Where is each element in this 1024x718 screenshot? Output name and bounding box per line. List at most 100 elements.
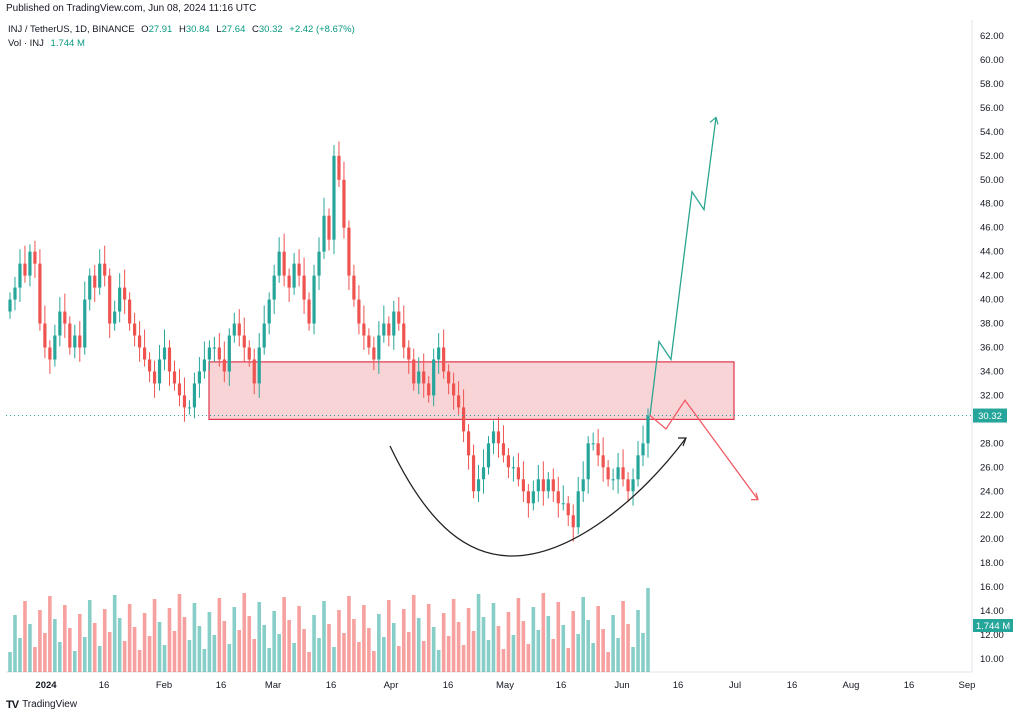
volume-bar: [411, 595, 416, 672]
price-tick-label: 12.00: [980, 630, 1004, 641]
candle: [536, 479, 540, 492]
volume-bar: [33, 647, 37, 672]
candle: [531, 491, 535, 504]
volume-bar: [486, 640, 491, 672]
volume-bar: [77, 614, 82, 672]
volume-bar: [536, 630, 541, 672]
candle: [387, 323, 391, 336]
candle: [327, 215, 331, 240]
candle: [646, 415, 650, 444]
high-value: 30.84: [185, 24, 210, 35]
volume-bar: [92, 623, 97, 672]
candle: [501, 443, 506, 456]
volume-value: 1.744 M: [50, 38, 85, 49]
volume-bar: [122, 641, 127, 672]
candle: [272, 275, 276, 300]
candle: [526, 491, 530, 504]
high-label: H: [178, 24, 186, 35]
volume-bar: [267, 648, 271, 672]
volume-bar: [511, 635, 516, 672]
candle: [452, 383, 456, 396]
time-tick-label: Jun: [614, 680, 629, 691]
candle: [38, 263, 42, 324]
candle: [162, 347, 167, 360]
price-tick-label: 10.00: [980, 654, 1004, 665]
volume-bar: [167, 608, 172, 672]
volume-bar: [277, 634, 281, 672]
volume-bar: [601, 629, 605, 672]
volume-legend: Vol · INJ 1.744 M: [8, 38, 85, 49]
candle: [312, 275, 316, 324]
time-tick-label: 16: [99, 680, 110, 691]
volume-bar: [431, 627, 436, 672]
candle: [546, 479, 550, 492]
bullish-projection: [649, 117, 717, 416]
volume-bar: [117, 618, 122, 672]
symbol-label[interactable]: INJ / TetherUS, 1D, BINANCE: [8, 24, 135, 35]
volume-bar: [312, 615, 316, 672]
volume-bar: [591, 643, 595, 672]
candle: [98, 263, 102, 288]
candle: [466, 431, 471, 456]
time-tick-label: Feb: [156, 680, 172, 691]
volume-bar: [302, 629, 306, 672]
candle: [382, 323, 386, 336]
volume-bar: [237, 630, 242, 672]
close-value: 30.32: [258, 24, 283, 35]
tradingview-logo-icon[interactable]: TV: [6, 699, 19, 711]
brand-name[interactable]: TradingView: [22, 699, 78, 710]
candle: [352, 275, 356, 300]
candle: [471, 455, 476, 492]
candle: [13, 287, 17, 300]
volume-bar: [641, 633, 645, 672]
volume-tag-label: 1.744 M: [976, 621, 1010, 632]
price-tick-label: 40.00: [980, 295, 1004, 306]
price-tick-label: 60.00: [980, 55, 1004, 66]
bearish-arrowhead: [751, 492, 759, 501]
volume-bar: [646, 588, 650, 672]
candle: [63, 311, 67, 324]
volume-bar: [421, 641, 426, 672]
volume-bar: [496, 626, 501, 672]
volume-bar: [18, 638, 22, 672]
volume-bar: [132, 627, 137, 672]
price-tick-label: 46.00: [980, 223, 1004, 234]
volume-bar: [322, 601, 326, 672]
volume-bar: [13, 615, 17, 672]
candle: [217, 347, 221, 360]
change-value: +2.42 (+8.67%): [289, 24, 355, 35]
candle: [187, 407, 192, 409]
candle: [113, 311, 117, 324]
candle: [167, 347, 172, 372]
candle: [481, 467, 486, 480]
last-price-label: 30.32: [978, 411, 1002, 422]
volume-bar: [491, 603, 496, 672]
candle: [287, 275, 291, 288]
volume-bar: [506, 612, 511, 672]
volume-label[interactable]: Vol · INJ: [8, 38, 44, 49]
candle: [511, 467, 516, 469]
candle: [417, 371, 421, 384]
volume-bar: [72, 651, 77, 672]
volume-bar: [28, 624, 32, 672]
candle: [237, 323, 241, 336]
candle: [93, 275, 97, 288]
candle: [447, 371, 451, 384]
symbol-legend: INJ / TetherUS, 1D, BINANCE O27.91 H30.8…: [8, 24, 355, 35]
time-tick-label: Jul: [729, 680, 741, 691]
price-tick-label: 62.00: [980, 31, 1004, 42]
candle: [432, 359, 436, 396]
volume-bar: [476, 594, 481, 672]
volume-bar: [112, 595, 117, 672]
price-tick-label: 54.00: [980, 127, 1004, 138]
candle: [427, 383, 431, 396]
volume-bar: [362, 605, 366, 672]
candle: [23, 263, 27, 276]
candle: [367, 335, 371, 348]
candle: [641, 443, 645, 456]
volume-bar: [391, 623, 396, 672]
candle: [606, 467, 610, 480]
volume-bar: [586, 620, 590, 672]
volume-bar: [426, 604, 431, 672]
